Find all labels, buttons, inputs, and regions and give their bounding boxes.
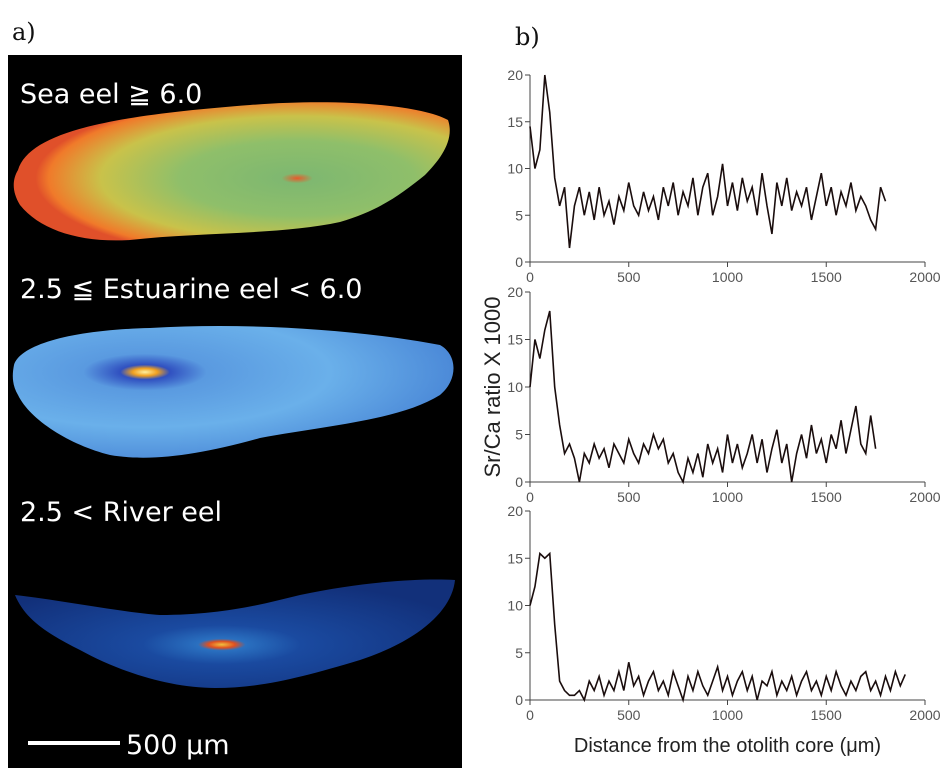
y-tick-label: 10 [507,598,523,614]
y-tick-label: 5 [515,645,523,661]
y-tick-label: 15 [507,332,523,348]
otolith-image [13,102,450,241]
y-tick-label: 0 [515,474,523,490]
y-tick-label: 15 [507,550,523,566]
y-tick-label: 10 [507,379,523,395]
x-tick-label: 2000 [909,269,940,285]
y-tick-label: 20 [507,503,523,519]
x-tick-label: 0 [526,707,534,723]
image-label: Sea eel ≧ 6.0 [20,79,202,110]
panel-label: a) [12,18,36,46]
x-tick-label: 2000 [909,707,940,723]
x-tick-label: 1000 [712,707,743,723]
y-axis-label: Sr/Ca ratio X 1000 [480,297,505,478]
x-tick-label: 500 [617,269,641,285]
y-tick-label: 0 [515,254,523,270]
image-label: 2.5 < River eel [20,497,222,528]
data-line [529,310,877,485]
otolith-image [15,579,455,688]
x-tick-label: 1000 [712,489,743,505]
panel-label: b) [515,23,540,51]
otolith-image [12,325,454,458]
x-tick-label: 1500 [811,269,842,285]
x-tick-label: 1500 [811,707,842,723]
y-tick-label: 0 [515,692,523,708]
x-tick-label: 0 [526,269,534,285]
image-label: 2.5 ≦ Estuarine eel < 6.0 [20,274,362,305]
data-line [529,74,887,249]
y-tick-label: 10 [507,161,523,177]
x-tick-label: 1500 [811,489,842,505]
x-tick-label: 0 [526,489,534,505]
x-tick-label: 500 [617,489,641,505]
x-axis-label: Distance from the otolith core (μm) [574,735,881,757]
scale-label: 500 μm [126,730,230,761]
y-tick-label: 20 [507,67,523,83]
y-tick-label: 5 [515,207,523,223]
x-tick-label: 2000 [909,489,940,505]
y-tick-label: 20 [507,284,523,300]
y-tick-label: 5 [515,427,523,443]
x-tick-label: 1000 [712,269,743,285]
data-line [529,551,906,703]
y-tick-label: 15 [507,114,523,130]
x-tick-label: 500 [617,707,641,723]
